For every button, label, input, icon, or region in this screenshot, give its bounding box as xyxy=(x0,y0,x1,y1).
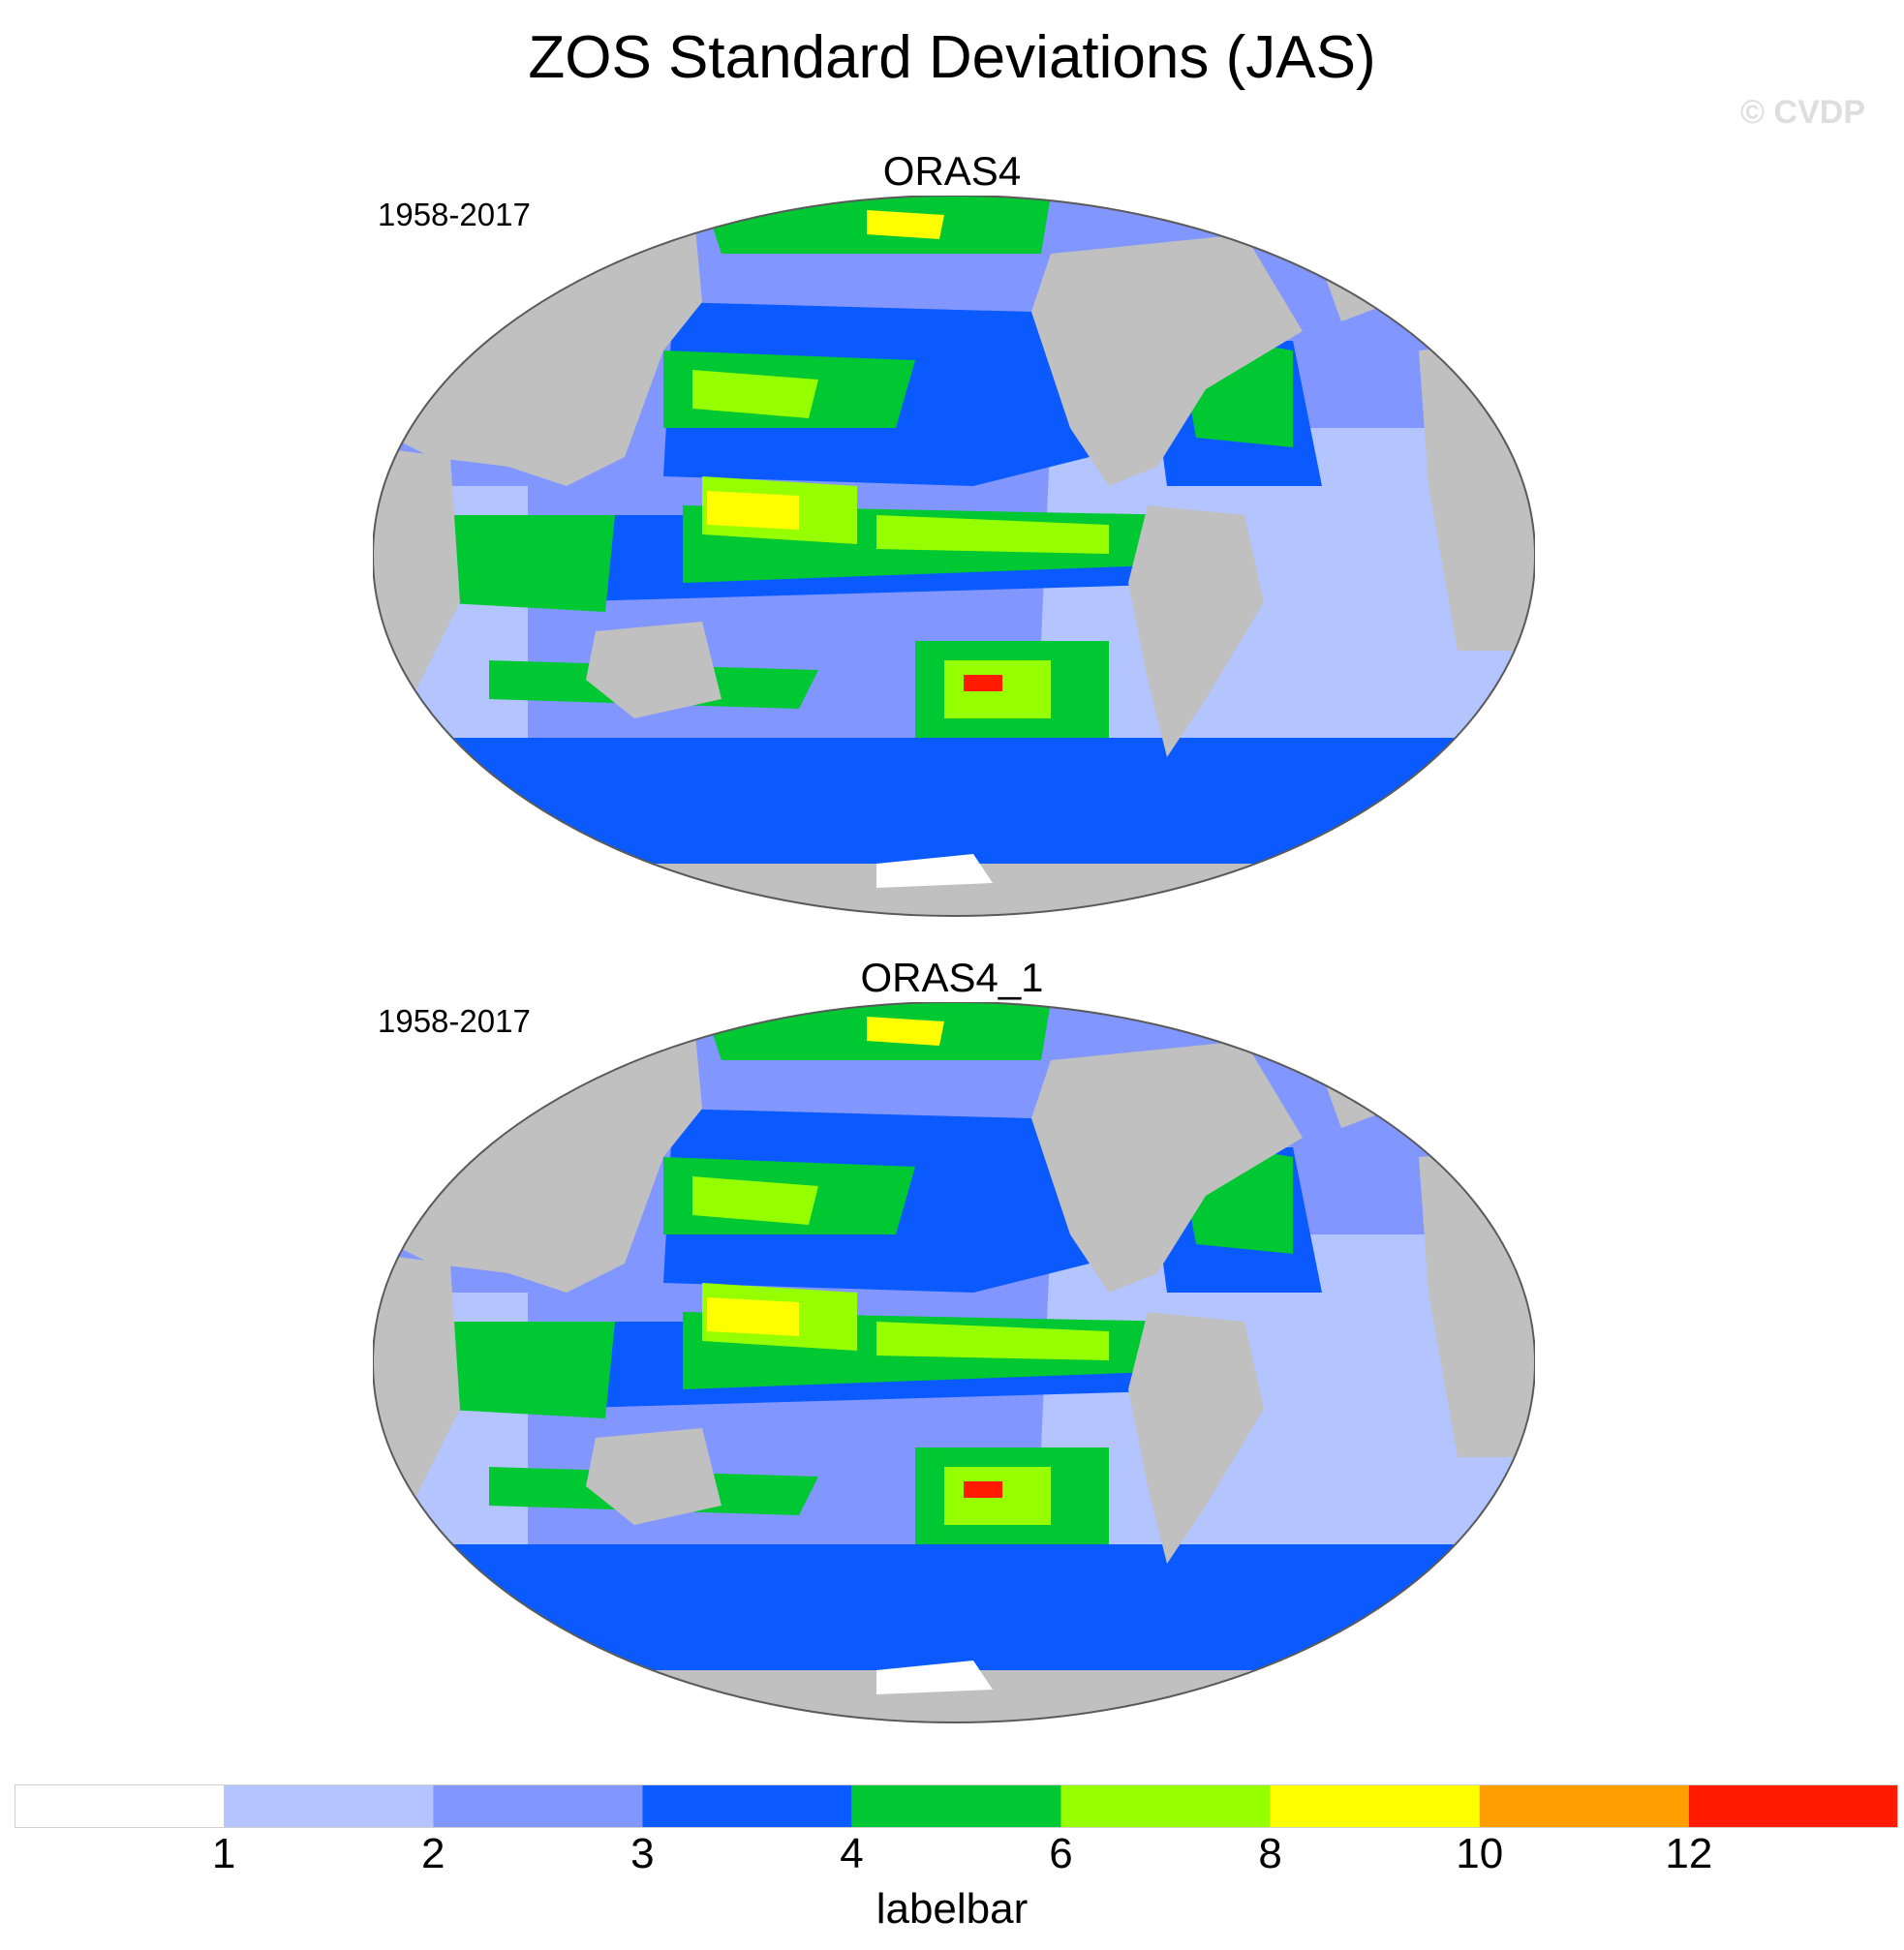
land-north-america xyxy=(1031,234,1303,486)
labelbar-box xyxy=(1270,1784,1480,1828)
field-red-south-pacific xyxy=(964,1481,1002,1498)
labelbar-box xyxy=(15,1784,225,1828)
field-mid-southern xyxy=(431,1544,1477,1670)
panel-oras4-1: ORAS4_1 1958-2017 xyxy=(0,954,1904,1723)
field-mid-north-pacific xyxy=(663,302,1167,486)
figure-title: ZOS Standard Deviations (JAS) xyxy=(528,24,1376,91)
labelbar-tick-label: 3 xyxy=(630,1830,655,1877)
missing-antarctic-ice xyxy=(876,1661,993,1694)
field-yellow-west-pacific xyxy=(707,1297,799,1336)
field-yellow-arctic xyxy=(867,1017,944,1046)
world-map xyxy=(373,1002,1535,1723)
panel-title: ORAS4_1 xyxy=(860,955,1044,1000)
labelbar-tick-label: 6 xyxy=(1049,1830,1073,1877)
labelbar-tick-label: 8 xyxy=(1258,1830,1282,1877)
labelbar-tick-label: 2 xyxy=(420,1830,445,1877)
panel-years: 1958-2017 xyxy=(378,197,531,232)
labelbar xyxy=(15,1784,1898,1828)
land-australia xyxy=(586,1428,722,1525)
labelbar-frame xyxy=(15,1784,1898,1828)
labelbar-tick-label: 10 xyxy=(1456,1830,1504,1877)
field-mid-southern xyxy=(431,738,1477,864)
land-africa xyxy=(373,447,460,709)
field-red-south-pacific xyxy=(964,675,1002,691)
panel-oras4: ORAS4 1958-2017 xyxy=(0,147,1904,917)
missing-antarctic-ice xyxy=(876,854,993,888)
watermark: © CVDP xyxy=(1740,94,1865,131)
land-australia xyxy=(586,622,722,718)
labelbar-box xyxy=(1479,1784,1689,1828)
field-lime-east-pacific xyxy=(876,515,1109,554)
labelbar-tick-label: 1 xyxy=(211,1830,236,1877)
field-mid-north-pacific xyxy=(663,1109,1167,1293)
panel-title: ORAS4 xyxy=(882,148,1022,194)
land-south-america xyxy=(1128,505,1264,757)
land-north-america xyxy=(1031,1041,1303,1293)
labelbar-box xyxy=(224,1784,434,1828)
labelbar-box xyxy=(1688,1784,1898,1828)
land-south-america xyxy=(1128,1312,1264,1564)
field-lime-kuroshio xyxy=(692,370,818,418)
labelbar-box xyxy=(1060,1784,1271,1828)
field-high-indian xyxy=(431,515,615,612)
panel-years: 1958-2017 xyxy=(378,1003,531,1039)
labelbar-box xyxy=(642,1784,852,1828)
field-yellow-west-pacific xyxy=(707,491,799,530)
labelbar-title: labelbar xyxy=(875,1885,1029,1933)
labelbar-tick-label: 12 xyxy=(1665,1830,1713,1877)
field-high-indian xyxy=(431,1322,615,1418)
map-outline xyxy=(373,1002,1535,1723)
field-lime-kuroshio xyxy=(692,1176,818,1225)
labelbar-box xyxy=(433,1784,643,1828)
labelbar-box xyxy=(851,1784,1061,1828)
map-outline xyxy=(373,196,1535,917)
land-africa xyxy=(373,1254,460,1515)
labelbar-tick-label: 4 xyxy=(840,1830,864,1877)
world-map xyxy=(373,196,1535,917)
field-lime-east-pacific xyxy=(876,1322,1109,1360)
field-yellow-arctic xyxy=(867,210,944,239)
